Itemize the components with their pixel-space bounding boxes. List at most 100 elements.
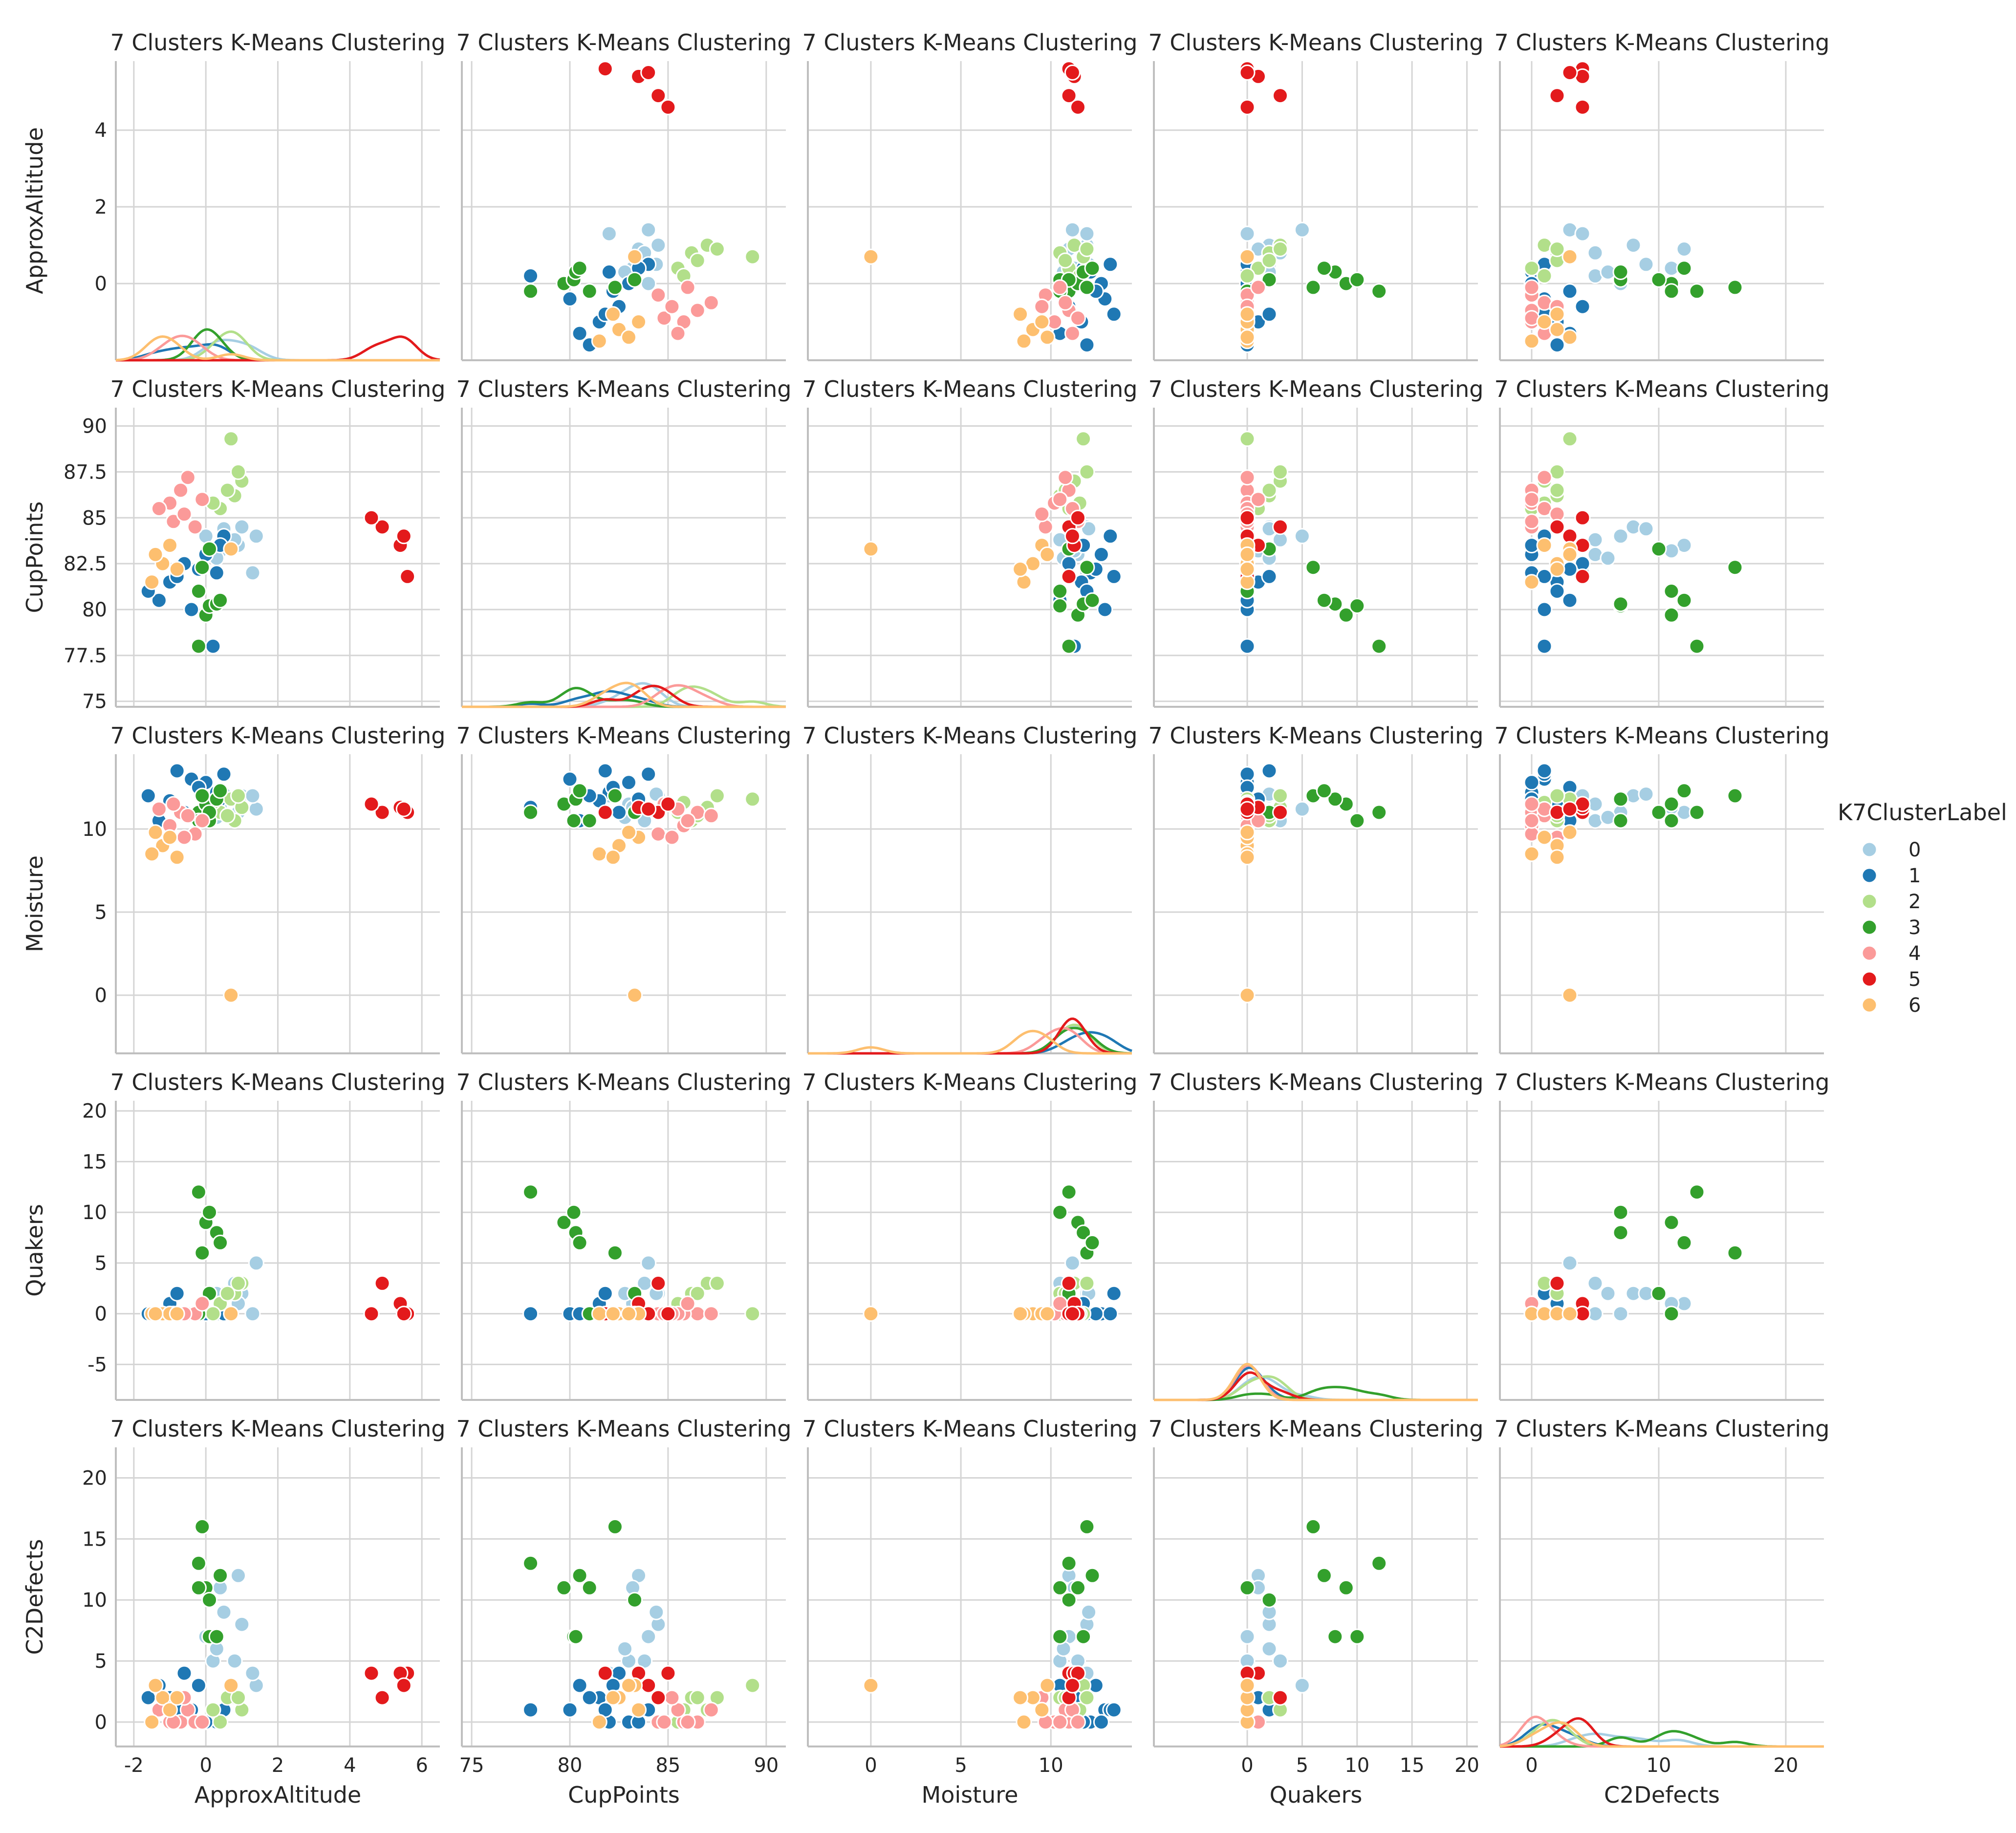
scatter-point-cluster-3 [212,1567,229,1584]
scatter-point-cluster-3 [194,1244,211,1261]
scatter-point-cluster-3 [1676,592,1692,609]
scatter-point-cluster-6 [630,1702,647,1718]
scatter-point-cluster-1 [1561,592,1578,609]
scatter-point-cluster-5 [1574,509,1591,526]
scatter-point-cluster-3 [1084,592,1101,609]
density-curve-cluster-1 [1154,1366,1478,1401]
y-tick-label: 5 [95,1252,107,1275]
scatter-point-cluster-3 [1052,1628,1068,1645]
scatter-point-cluster-0 [1239,1628,1256,1645]
scatter-point-cluster-1 [1102,1306,1119,1322]
scatter-point-cluster-6 [1039,329,1056,346]
scatter-point-cluster-6 [1549,306,1565,323]
scatter-point-cluster-1 [1574,298,1591,315]
legend-label-6: 6 [1908,994,1921,1017]
scatter-point-cluster-6 [1239,849,1256,866]
scatter-point-cluster-5 [1272,804,1288,821]
scatter-point-cluster-1 [522,267,539,284]
scatter-point-cluster-4 [664,1689,680,1706]
scatter-point-cluster-3 [1650,804,1667,821]
scatter-point-cluster-6 [147,1306,164,1322]
scatter-point-cluster-3 [1676,783,1692,799]
scatter-point-cluster-3 [1052,1579,1068,1596]
scatter-point-cluster-6 [605,849,621,866]
y-tick-label: 0 [95,984,107,1007]
panel-title: 7 Clusters K-Means Clustering [802,1416,1137,1442]
panel-Moisture-vs-C2Defects: 7 Clusters K-Means Clustering [1494,722,1830,1054]
scatter-point-cluster-0 [1574,225,1591,242]
panel-title: 7 Clusters K-Means Clustering [456,1416,791,1442]
y-tick-label: 5 [95,1650,107,1673]
scatter-point-cluster-3 [522,1184,539,1200]
scatter-point-cluster-1 [1261,763,1278,779]
scatter-point-cluster-4 [1057,294,1074,311]
scatter-point-cluster-4 [689,302,706,319]
scatter-point-cluster-6 [863,541,879,557]
panel-title: 7 Clusters K-Means Clustering [456,376,791,402]
scatter-point-cluster-3 [194,559,211,576]
scatter-point-cluster-2 [1250,260,1266,277]
scatter-point-cluster-6 [1536,537,1553,554]
scatter-point-cluster-2 [709,1275,725,1291]
scatter-point-cluster-1 [562,291,578,307]
scatter-point-cluster-5 [1064,1677,1081,1694]
panel-Quakers-vs-Moisture: 7 Clusters K-Means Clustering [802,1069,1138,1401]
scatter-point-cluster-6 [144,574,160,590]
scatter-point-cluster-4 [179,469,196,486]
scatter-point-cluster-6 [863,1677,879,1694]
scatter-point-cluster-6 [1523,333,1540,349]
panel-C2Defects-vs-ApproxAltitude: 7 Clusters K-Means Clustering05101520C2D… [22,1416,446,1808]
scatter-point-cluster-3 [1061,638,1077,655]
panel-title: 7 Clusters K-Means Clustering [110,376,445,402]
scatter-point-cluster-3 [1305,559,1322,576]
scatter-point-cluster-1 [1239,766,1256,783]
scatter-point-cluster-3 [627,271,643,288]
scatter-point-cluster-6 [1536,829,1553,846]
scatter-point-cluster-6 [630,314,647,330]
scatter-point-cluster-3 [1261,271,1278,288]
scatter-point-cluster-1 [1106,568,1122,585]
panel-ApproxAltitude-vs-Moisture: 7 Clusters K-Means Clustering [802,29,1138,361]
scatter-point-cluster-5 [395,1677,412,1694]
scatter-point-cluster-3 [1689,804,1705,821]
y-tick-label: -5 [87,1353,107,1376]
scatter-point-cluster-6 [1016,1714,1032,1730]
scatter-point-cluster-5 [363,796,380,812]
scatter-point-cluster-3 [1663,796,1680,812]
panel-title: 7 Clusters K-Means Clustering [1494,1069,1829,1095]
panel-title: 7 Clusters K-Means Clustering [1494,376,1829,402]
scatter-point-cluster-1 [1102,256,1119,273]
scatter-point-cluster-6 [605,306,621,323]
scatter-point-cluster-1 [176,1665,193,1681]
scatter-point-cluster-3 [607,279,623,296]
x-tick-label: 75 [459,1754,484,1777]
scatter-point-cluster-6 [1016,333,1032,349]
scatter-point-cluster-4 [703,1702,719,1718]
x-tick-label: 0 [1241,1754,1253,1777]
x-tick-label: -2 [124,1754,144,1777]
scatter-point-cluster-1 [640,766,657,783]
scatter-point-cluster-3 [1727,559,1743,576]
scatter-point-cluster-0 [640,1255,657,1271]
scatter-point-cluster-6 [1549,849,1565,866]
legend-label-3: 3 [1908,916,1921,939]
legend-label-1: 1 [1908,865,1921,887]
scatter-point-cluster-1 [1536,638,1553,655]
scatter-point-cluster-3 [607,787,623,804]
scatter-point-cluster-5 [1064,65,1081,81]
scatter-point-cluster-0 [601,225,617,242]
scatter-point-cluster-4 [173,482,189,499]
x-tick-label: 85 [655,1754,680,1777]
scatter-point-cluster-2 [205,1702,221,1718]
scatter-point-cluster-0 [1079,225,1095,242]
scatter-point-cluster-5 [374,1275,390,1291]
scatter-point-cluster-3 [556,1579,572,1596]
x-axis-label: Moisture [922,1782,1019,1808]
scatter-point-cluster-3 [556,1214,572,1231]
scatter-point-cluster-3 [1663,1214,1680,1231]
panel-title: 7 Clusters K-Means Clustering [802,29,1137,56]
scatter-point-cluster-6 [162,829,178,846]
scatter-point-cluster-6 [591,1714,607,1730]
scatter-point-cluster-6 [621,329,637,346]
